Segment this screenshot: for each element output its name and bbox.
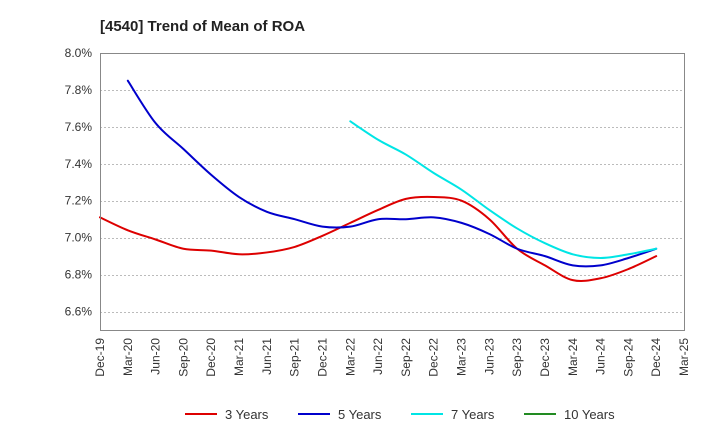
y-tick-label: 7.4%	[65, 157, 93, 171]
x-tick-label: Dec-20	[204, 338, 218, 377]
x-tick-label: Mar-24	[566, 338, 580, 376]
x-tick-label: Jun-21	[260, 338, 274, 375]
y-tick-label: 7.8%	[65, 83, 93, 97]
series-lines	[99, 79, 658, 283]
x-tick-label: Dec-23	[538, 338, 552, 377]
x-axis-ticks: Dec-19 Mar-20 Jun-20 Sep-20 Dec-20 Mar-21 Jun-…	[93, 338, 691, 377]
chart-title: [4540] Trend of Mean of ROA	[100, 18, 305, 35]
x-tick-label: Sep-20	[176, 338, 190, 377]
y-tick-label: 7.0%	[65, 231, 93, 245]
x-tick-label: Mar-25	[677, 338, 691, 376]
y-axis-ticks: 6.6% 6.8% 7.0% 7.2% 7.4% 7.6% 7.8% 8.0%	[65, 46, 93, 319]
x-tick-label: Mar-20	[121, 338, 135, 376]
x-tick-label: Dec-24	[649, 338, 663, 377]
x-tick-label: Jun-22	[371, 338, 385, 375]
legend-label: 10 Years	[564, 407, 615, 422]
legend-label: 3 Years	[225, 407, 269, 422]
y-tick-label: 6.8%	[65, 268, 93, 282]
x-tick-label: Dec-19	[93, 338, 107, 377]
y-tick-label: 7.6%	[65, 120, 93, 134]
x-tick-label: Sep-22	[399, 338, 413, 377]
x-tick-label: Dec-21	[315, 338, 329, 377]
x-tick-label: Sep-21	[288, 338, 302, 377]
series-line-7-years	[349, 120, 658, 259]
x-tick-label: Mar-22	[343, 338, 357, 376]
y-tick-label: 7.2%	[65, 194, 93, 208]
y-tick-label: 8.0%	[65, 46, 93, 60]
x-tick-label: Jun-23	[482, 338, 496, 375]
y-tick-label: 6.6%	[65, 305, 93, 319]
x-tick-label: Sep-24	[621, 338, 635, 377]
plot-frame	[100, 53, 685, 331]
series-line-3-years	[99, 195, 658, 283]
x-tick-label: Jun-20	[149, 338, 163, 375]
x-tick-label: Dec-22	[427, 338, 441, 377]
x-tick-label: Mar-23	[455, 338, 469, 376]
x-tick-label: Mar-21	[232, 338, 246, 376]
x-tick-label: Sep-23	[510, 338, 524, 377]
legend: 3 Years 5 Years 7 Years 10 Years	[185, 407, 615, 422]
series-line-5-years	[126, 79, 658, 268]
legend-label: 5 Years	[338, 407, 382, 422]
x-tick-label: Jun-24	[594, 338, 608, 375]
legend-label: 7 Years	[451, 407, 495, 422]
